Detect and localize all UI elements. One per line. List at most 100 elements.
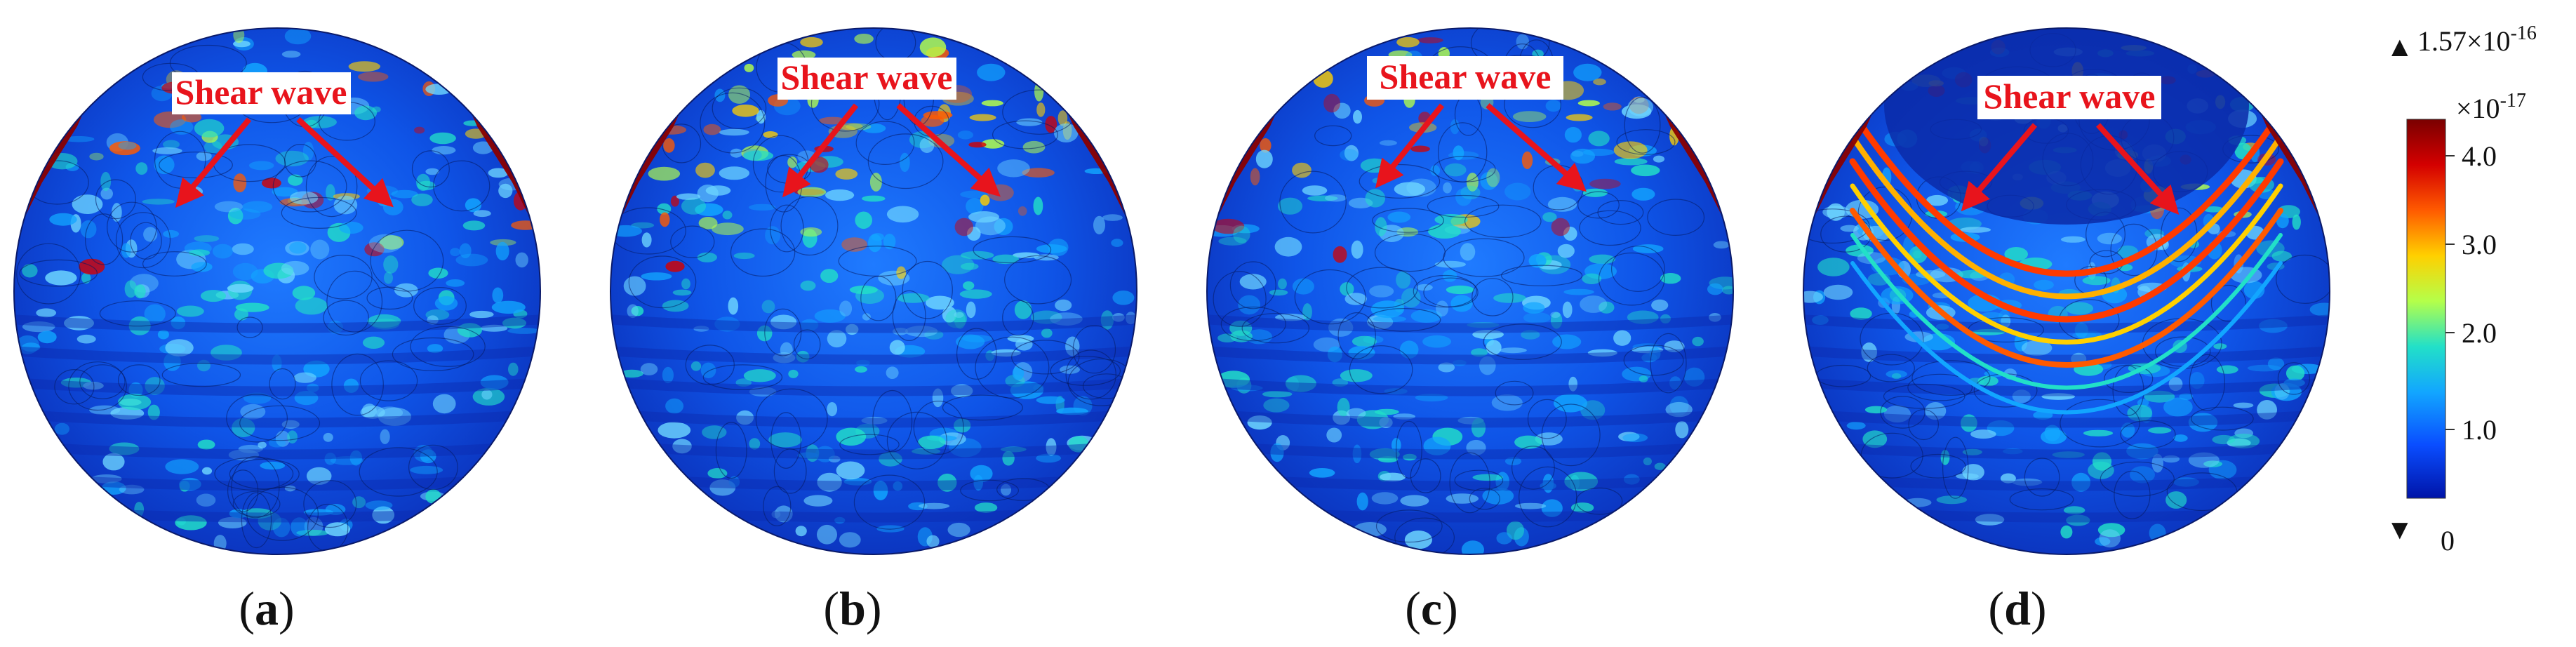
speckle-blob xyxy=(1823,284,1853,300)
grain-outline xyxy=(872,389,913,453)
speckle-blob xyxy=(693,326,709,332)
speckle-band xyxy=(1803,314,2330,333)
speckle-blob xyxy=(2121,422,2135,438)
grain-outline xyxy=(227,469,259,512)
speckle-blob xyxy=(1557,244,1575,258)
speckle-blob xyxy=(658,422,691,439)
speckle-blob xyxy=(1496,532,1512,545)
grain-outline xyxy=(1410,458,1441,493)
speckle-blob xyxy=(1270,443,1284,462)
speckle-blob xyxy=(1323,93,1340,113)
grain-outline xyxy=(956,328,997,380)
panel-d-speckle xyxy=(1803,33,2330,548)
speckle-blob xyxy=(1007,335,1034,342)
speckle-blob xyxy=(2189,372,2205,389)
colorbar-max-label: 1.57×10-16 xyxy=(2417,22,2537,57)
speckle-blob xyxy=(1850,307,1872,320)
speckle-blob xyxy=(310,239,330,260)
speckle-blob xyxy=(1033,196,1043,215)
speckle-blob xyxy=(410,465,443,474)
speckle-blob xyxy=(1450,295,1473,312)
speckle-blob xyxy=(849,285,878,295)
speckle-blob xyxy=(924,330,944,340)
speckle-blob xyxy=(1936,495,1968,505)
grain-outline xyxy=(269,368,296,400)
grain-outline xyxy=(1650,333,1687,394)
speckle-blob xyxy=(100,171,112,192)
speckle-blob xyxy=(735,378,752,387)
speckle-blob xyxy=(1568,376,1577,392)
grain-outline xyxy=(314,254,373,300)
speckle-blob xyxy=(324,522,351,537)
speckle-blob xyxy=(974,502,998,513)
speckle-blob xyxy=(1022,168,1055,178)
panel-a-arrow-right xyxy=(296,117,394,208)
speckle-blob xyxy=(498,183,513,199)
speckle-blob xyxy=(1886,370,1907,378)
speckle-blob xyxy=(1333,246,1347,263)
speckle-blob xyxy=(743,369,776,382)
grain-outline xyxy=(1394,517,1455,554)
speckle-blob xyxy=(977,63,1006,81)
speckle-blob xyxy=(681,197,707,215)
speckle-blob xyxy=(1353,109,1362,124)
speckle-blob xyxy=(1387,211,1411,223)
speckle-blob xyxy=(1416,284,1433,291)
speckle-blob xyxy=(272,187,298,197)
grain-outline xyxy=(1803,208,1870,244)
grain-outline xyxy=(1579,210,1641,246)
speckle-blob xyxy=(1430,165,1441,176)
speckle-blob xyxy=(1551,218,1570,236)
speckle-blob xyxy=(954,312,966,329)
grain-outline xyxy=(241,492,272,549)
speckle-blob xyxy=(515,252,528,268)
speckle-blob xyxy=(281,420,300,429)
speckle-blob xyxy=(2165,491,2187,509)
speckle-blob xyxy=(472,141,494,154)
grain-outline xyxy=(326,270,383,333)
grain-outline xyxy=(2009,488,2074,511)
speckle-blob xyxy=(1443,182,1452,194)
speckle-blob xyxy=(323,432,333,442)
speckle-blob xyxy=(1627,98,1654,116)
speckle-blob xyxy=(926,295,954,310)
speckle-blob xyxy=(981,100,1003,107)
speckle-band xyxy=(610,378,1137,396)
speckle-blob xyxy=(893,481,903,491)
speckle-blob xyxy=(1434,214,1468,225)
speckle-blob xyxy=(665,260,685,272)
speckle-blob xyxy=(1613,141,1648,159)
speckle-blob xyxy=(1344,145,1359,161)
speckle-blob xyxy=(1238,295,1261,315)
speckle-blob xyxy=(170,119,194,135)
speckle-blob xyxy=(1036,102,1046,117)
grain-outline xyxy=(1004,255,1072,305)
speckle-blob xyxy=(886,206,919,223)
speckle-blob xyxy=(814,309,846,323)
speckle-blob xyxy=(325,504,346,515)
speckle-blob xyxy=(800,280,816,291)
grain-outline xyxy=(1501,265,1583,286)
speckle-blob xyxy=(197,359,211,372)
speckle-blob xyxy=(961,262,979,270)
speckle-blob xyxy=(1278,278,1287,290)
speckle-blob xyxy=(455,253,488,267)
speckle-blob xyxy=(1570,502,1594,513)
speckle-blob xyxy=(378,407,412,426)
speckle-blob xyxy=(1563,288,1594,295)
panel-c-annotation: Shear wave xyxy=(1380,57,1551,96)
speckle-blob xyxy=(491,300,526,314)
speckle-blob xyxy=(49,213,77,226)
speckle-blob xyxy=(1466,439,1486,455)
speckle-blob xyxy=(294,391,319,406)
speckle-blob xyxy=(81,272,91,284)
grain-outline xyxy=(99,300,176,327)
grain-outline xyxy=(730,228,796,277)
speckle-blob xyxy=(1846,422,1866,430)
speckle-blob xyxy=(1460,243,1476,261)
speckle-blob xyxy=(1550,312,1561,318)
speckle-blob xyxy=(163,229,180,238)
speckle-blob xyxy=(962,335,993,342)
speckle-blob xyxy=(22,321,55,333)
grain-outline xyxy=(1867,354,1915,382)
